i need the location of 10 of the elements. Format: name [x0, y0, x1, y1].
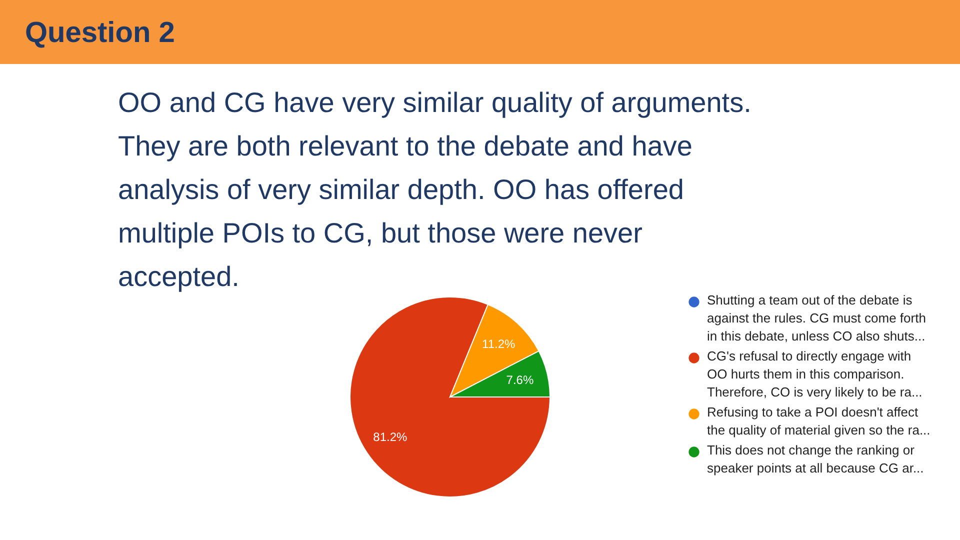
legend-label: CG's refusal to directly engage with OO hurts them in this comparison. Therefore, CO is very likely to be ra...: [707, 348, 922, 400]
data-label: 81.2%: [373, 430, 408, 444]
text: Question 2: [25, 17, 175, 49]
legend-label: Shutting a team out of the debate is against the rules. CG must come forth in this debate, unless CO also shuts...: [707, 292, 926, 344]
pie-slice: [350, 296, 550, 498]
chart-subtitle: OO and CG have very similar quality of arguments. They are both relevant to the debate and have analysis of very similar depth. OO has offered multiple POIs to CG, but those were never accepted.: [118, 87, 752, 292]
data-label: 11.2%: [482, 336, 516, 351]
legend-label: Refusing to take a POI doesn't affect the quality of material given so the ra...: [707, 404, 930, 438]
legend-label: This does not change the ranking or speaker points at all because CG ar...: [707, 442, 924, 476]
data-label: 7.6%: [506, 372, 534, 387]
